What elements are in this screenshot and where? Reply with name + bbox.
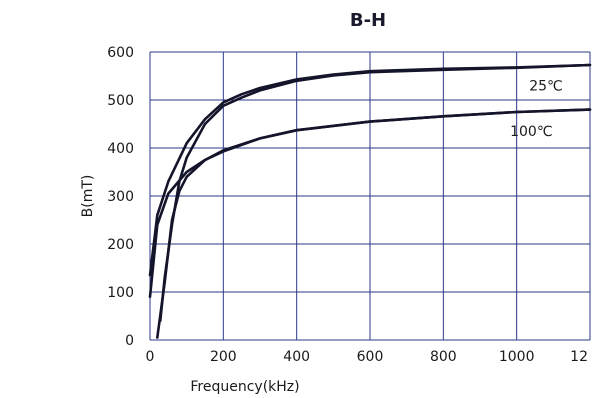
- y-tick-label: 100: [107, 285, 134, 301]
- chart-title: B-H: [350, 10, 386, 31]
- y-tick-label: 300: [107, 189, 134, 205]
- series-line-1: [159, 63, 592, 323]
- y-axis-label: B(mT): [80, 175, 96, 218]
- series-annotation: 100℃: [510, 124, 552, 140]
- y-axis-ticks: 0 100 200 300 400 500 600: [107, 45, 134, 349]
- y-tick-label: 600: [107, 45, 134, 61]
- series-annotation: 25℃: [529, 79, 563, 95]
- annotations: 25℃ 100℃: [510, 79, 563, 141]
- y-tick-label: 500: [107, 93, 134, 109]
- x-tick-label: 1000: [499, 349, 535, 365]
- x-axis-label: Frequency(kHz): [190, 379, 299, 395]
- x-tick-label: 600: [357, 349, 384, 365]
- x-tick-label: 200: [210, 349, 237, 365]
- x-tick-label: 12: [570, 349, 588, 365]
- x-tick-label: 800: [430, 349, 457, 365]
- x-axis-ticks: 0 200 400 600 800 1000 12: [146, 349, 588, 365]
- x-tick-label: 0: [146, 349, 155, 365]
- x-tick-label: 400: [283, 349, 310, 365]
- series: [148, 63, 592, 339]
- y-tick-label: 400: [107, 141, 134, 157]
- y-tick-label: 200: [107, 237, 134, 253]
- y-tick-label: 0: [125, 333, 134, 349]
- grid: [149, 51, 591, 341]
- series-line-3: [156, 108, 592, 339]
